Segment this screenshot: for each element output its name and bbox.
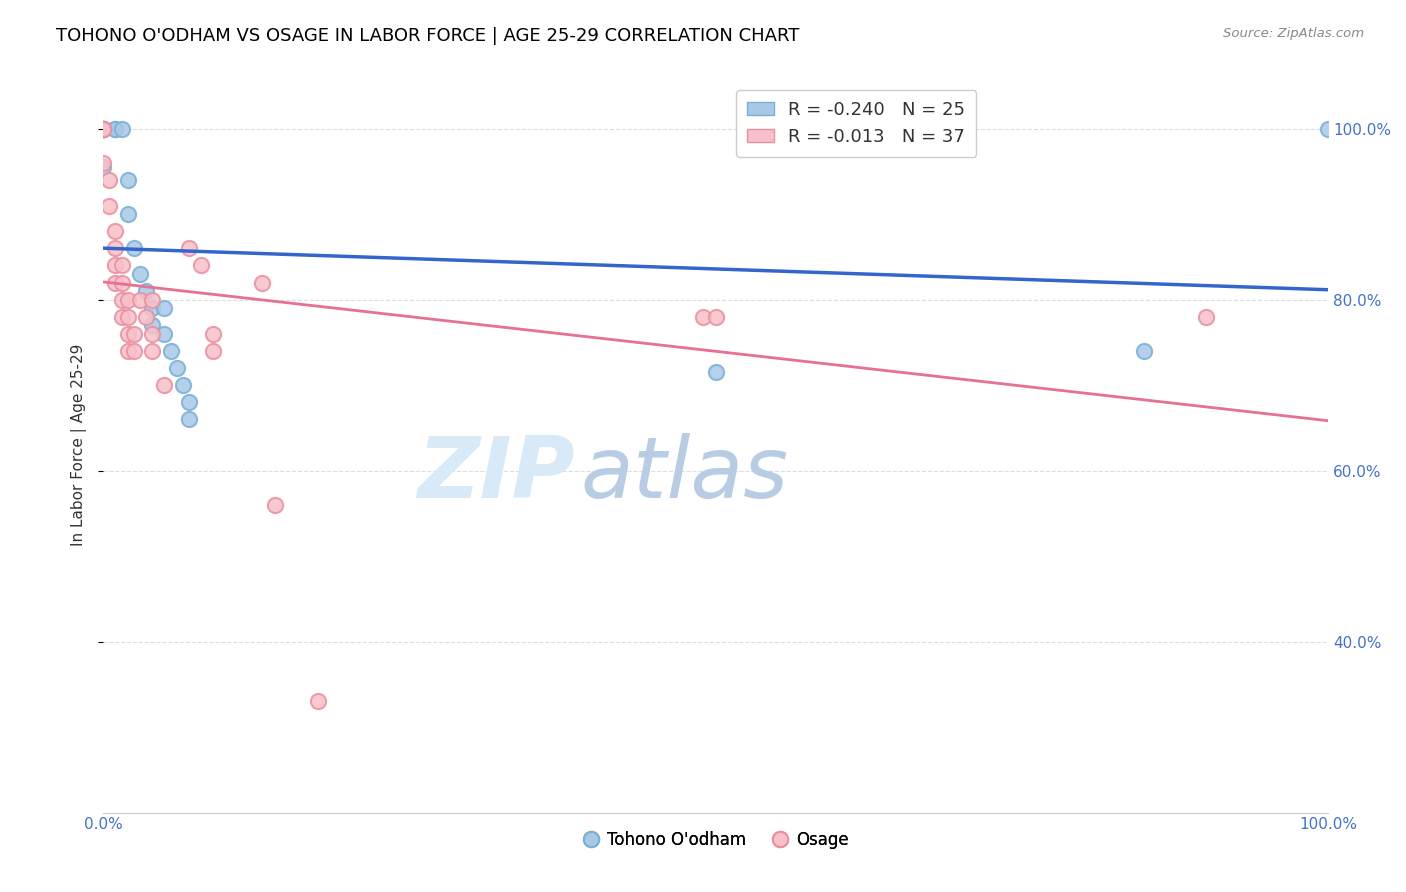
Point xyxy=(263,498,285,512)
Point xyxy=(104,121,127,136)
Point xyxy=(104,276,127,290)
Point xyxy=(110,276,132,290)
Point xyxy=(141,343,163,358)
Point xyxy=(704,310,727,324)
Point xyxy=(91,121,114,136)
Point xyxy=(117,343,139,358)
Point xyxy=(141,293,163,307)
Point xyxy=(692,310,714,324)
Text: atlas: atlas xyxy=(581,433,789,516)
Point xyxy=(122,326,145,341)
Point xyxy=(202,343,225,358)
Point xyxy=(177,412,200,426)
Point xyxy=(117,293,139,307)
Text: TOHONO O'ODHAM VS OSAGE IN LABOR FORCE | AGE 25-29 CORRELATION CHART: TOHONO O'ODHAM VS OSAGE IN LABOR FORCE |… xyxy=(56,27,800,45)
Point xyxy=(98,199,121,213)
Point xyxy=(252,276,274,290)
Point xyxy=(117,326,139,341)
Point xyxy=(91,121,114,136)
Point xyxy=(153,326,176,341)
Y-axis label: In Labor Force | Age 25-29: In Labor Force | Age 25-29 xyxy=(72,343,87,546)
Point xyxy=(110,310,132,324)
Point xyxy=(1317,121,1340,136)
Point xyxy=(104,121,127,136)
Point xyxy=(98,173,121,187)
Text: Source: ZipAtlas.com: Source: ZipAtlas.com xyxy=(1223,27,1364,40)
Point xyxy=(117,207,139,221)
Point xyxy=(177,241,200,255)
Point xyxy=(172,378,194,392)
Point xyxy=(91,121,114,136)
Point xyxy=(104,224,127,238)
Point xyxy=(141,301,163,316)
Point xyxy=(110,293,132,307)
Point xyxy=(159,343,181,358)
Point xyxy=(1133,343,1156,358)
Point xyxy=(202,326,225,341)
Point xyxy=(166,361,188,376)
Text: ZIP: ZIP xyxy=(418,433,575,516)
Point xyxy=(122,343,145,358)
Point xyxy=(117,173,139,187)
Point xyxy=(135,310,157,324)
Point xyxy=(190,259,212,273)
Point xyxy=(135,284,157,298)
Point xyxy=(91,156,114,170)
Point xyxy=(104,241,127,255)
Legend: Tohono O'odham, Osage: Tohono O'odham, Osage xyxy=(575,824,856,855)
Point xyxy=(91,121,114,136)
Point xyxy=(91,160,114,174)
Point xyxy=(177,395,200,409)
Point xyxy=(91,121,114,136)
Point xyxy=(110,259,132,273)
Point xyxy=(117,310,139,324)
Point xyxy=(141,326,163,341)
Point xyxy=(104,259,127,273)
Point xyxy=(110,121,132,136)
Point xyxy=(91,121,114,136)
Point xyxy=(1195,310,1218,324)
Point xyxy=(307,694,329,708)
Point xyxy=(141,318,163,333)
Point xyxy=(91,121,114,136)
Point xyxy=(129,267,152,281)
Point xyxy=(153,378,176,392)
Point xyxy=(704,365,727,379)
Point xyxy=(91,121,114,136)
Point xyxy=(153,301,176,316)
Point xyxy=(129,293,152,307)
Point xyxy=(122,241,145,255)
